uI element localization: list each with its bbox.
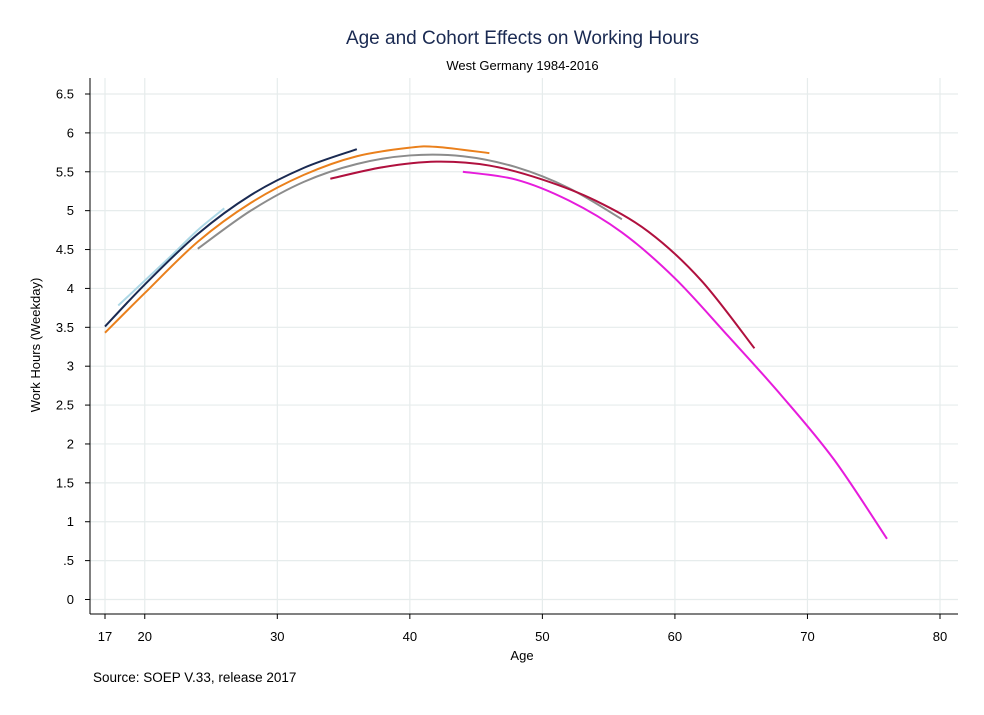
x-tick-label: 80	[933, 629, 947, 644]
x-tick-label: 50	[535, 629, 549, 644]
y-tick-label: 3.5	[56, 320, 74, 335]
series-line-4	[197, 153, 623, 250]
y-tick-label: .5	[63, 553, 74, 568]
x-axis-label: Age	[510, 648, 533, 663]
y-tick-label: 1	[67, 514, 74, 529]
y-tick-label: 2	[67, 436, 74, 451]
y-tick-label: 2.5	[56, 398, 74, 413]
series-line-2	[104, 148, 358, 328]
chart-subtitle: West Germany 1984-2016	[446, 58, 599, 73]
grid	[90, 78, 958, 614]
y-tick-label: 0	[67, 592, 74, 607]
y-axis-label: Work Hours (Weekday)	[28, 278, 43, 413]
y-tick-label: 5.5	[56, 164, 74, 179]
x-tick-label: 20	[138, 629, 152, 644]
y-tick-label: 3	[67, 359, 74, 374]
series-line-1	[117, 207, 225, 307]
y-tick-label: 1.5	[56, 475, 74, 490]
x-tick-label: 70	[800, 629, 814, 644]
y-tick-label: 5	[67, 203, 74, 218]
y-tick-label: 4.5	[56, 242, 74, 257]
x-tick-label: 40	[403, 629, 417, 644]
x-tick-label: 60	[668, 629, 682, 644]
x-tick-label: 17	[98, 629, 112, 644]
y-tick-label: 6	[67, 125, 74, 140]
y-tick-label: 4	[67, 281, 74, 296]
series-line-5	[330, 160, 756, 349]
series-line-6	[462, 170, 888, 540]
series-group	[104, 145, 888, 540]
source-note: Source: SOEP V.33, release 2017	[93, 670, 297, 685]
chart-title: Age and Cohort Effects on Working Hours	[345, 28, 700, 49]
axes: 0 .5 1 1.5 2 2.5 3 3.5 4 4.5 5 5.5 6 6.5 17 20 30 40 50 60 7…	[56, 78, 958, 644]
series-line-3	[104, 145, 490, 334]
x-tick-label: 30	[270, 629, 284, 644]
y-tick-label: 6.5	[56, 87, 74, 102]
